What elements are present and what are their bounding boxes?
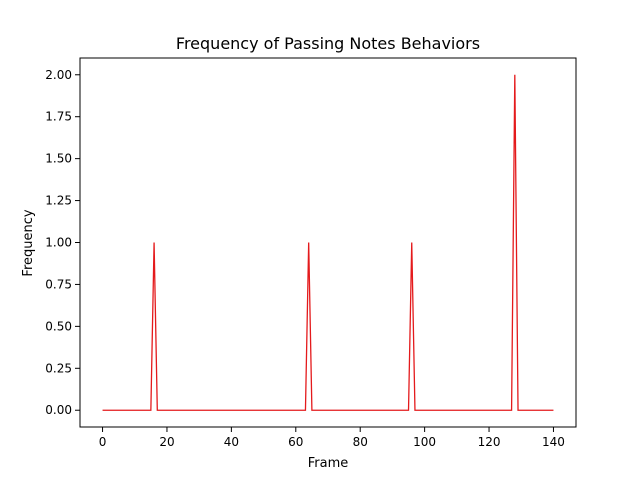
x-tick-label: 80 (353, 435, 368, 449)
x-tick-label: 40 (224, 435, 239, 449)
x-axis-label: Frame (308, 456, 349, 471)
x-tick-label: 100 (413, 435, 436, 449)
y-tick-label: 0.25 (45, 361, 72, 375)
y-tick-label: 1.00 (45, 236, 72, 250)
series-layer (102, 74, 554, 411)
y-tick-label: 1.50 (45, 152, 72, 166)
y-tick-label: 0.00 (45, 403, 72, 417)
y-tick-label: 1.75 (45, 110, 72, 124)
y-tick-label: 0.75 (45, 277, 72, 291)
plot-area-frame (79, 57, 577, 428)
y-tick-label: 2.00 (45, 68, 72, 82)
series-line (102, 74, 554, 411)
x-tick-label: 120 (478, 435, 501, 449)
y-tick-label: 1.25 (45, 194, 72, 208)
ticks-layer: 0 20 40 60 80 100 120 140 0.00 0.25 0.50 0.75 1.00 1.… (45, 68, 565, 449)
x-tick-label: 140 (542, 435, 565, 449)
x-tick-label: 60 (288, 435, 303, 449)
x-tick-label: 0 (99, 435, 107, 449)
y-tick-label: 0.50 (45, 319, 72, 333)
y-axis-label: Frequency (21, 209, 36, 276)
chart-title: Frequency of Passing Notes Behaviors (176, 34, 480, 53)
x-tick-label: 20 (159, 435, 174, 449)
